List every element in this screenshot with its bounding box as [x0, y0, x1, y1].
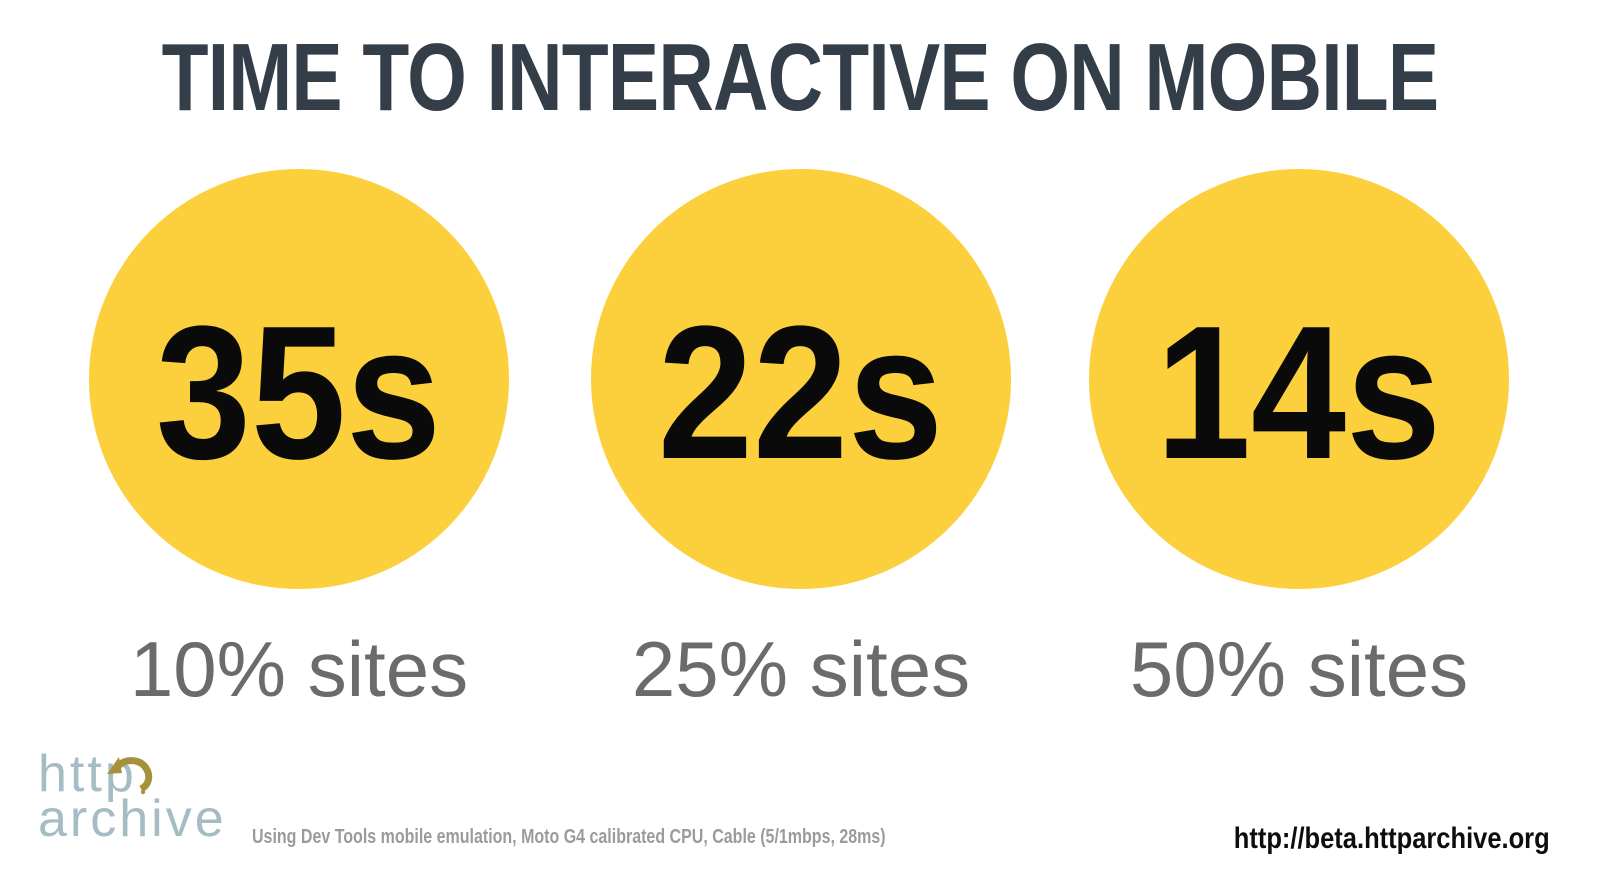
logo-line-http: http — [38, 745, 137, 803]
stat-circle-50pct: 14s — [1089, 169, 1509, 589]
logo-line-archive: archive — [38, 790, 227, 848]
stat-value-50pct: 14s — [1156, 287, 1442, 499]
url-wrap: http://beta.httparchive.org — [1178, 824, 1550, 854]
http-archive-logo: http archive — [38, 745, 227, 848]
stat-value-10pct: 35s — [156, 287, 442, 499]
stat-circle-25pct: 22s — [591, 169, 1011, 589]
title-wrap: TIME TO INTERACTIVE ON MOBILE — [0, 30, 1600, 126]
refresh-arrow-icon — [107, 757, 153, 795]
stat-label-50pct: 50% sites — [1129, 625, 1469, 713]
site-url: http://beta.httparchive.org — [1234, 822, 1550, 855]
stat-value-25pct: 22s — [658, 287, 944, 499]
stat-label-10pct: 10% sites — [129, 625, 469, 713]
page-title: TIME TO INTERACTIVE ON MOBILE — [161, 24, 1440, 131]
stat-label-25pct: 25% sites — [631, 625, 971, 713]
stat-circle-10pct: 35s — [89, 169, 509, 589]
footnote-wrap: Using Dev Tools mobile emulation, Moto G… — [252, 827, 1044, 848]
methodology-footnote: Using Dev Tools mobile emulation, Moto G… — [252, 826, 886, 848]
